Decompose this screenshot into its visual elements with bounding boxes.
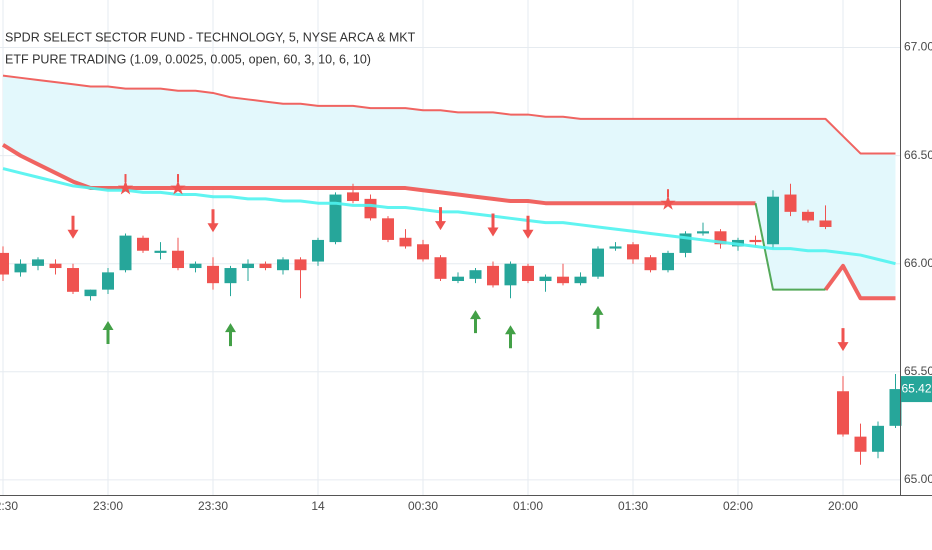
candle-body [172,250,184,269]
y-tick-label: 67.00 [904,40,932,54]
indicator-line [754,202,826,291]
y-tick-label: 65.50 [904,364,932,378]
sell-arrow [837,328,849,352]
indicator-line [2,167,896,266]
candle-body [14,263,27,273]
x-tick-label: 02:00 [723,499,753,513]
x-tick-label: 23:00 [93,499,123,513]
y-tick-label: 65.00 [904,472,932,486]
candle-body [452,276,464,282]
candle-body [277,259,289,271]
candle-body [102,272,114,290]
candle-body [364,198,377,219]
candle-body [224,268,237,284]
candle-body [382,218,394,240]
buy-arrow [225,323,236,347]
sell-star [170,180,186,195]
candle-body [207,265,219,284]
sell-star [660,195,676,210]
candle-body [767,196,779,245]
candle-body [189,263,202,269]
y-tick-label: 66.50 [904,148,932,162]
candle-body [644,257,657,271]
candle-body [67,268,79,292]
sell-arrow [522,215,534,239]
chart-title: SPDR SELECT SECTOR FUND - TECHNOLOGY, 5,… [5,30,416,44]
candle-body [837,391,849,435]
candle-body [487,265,499,286]
candle-body [872,425,884,452]
candle-body [854,436,867,452]
indicator-line [2,74,896,155]
candle-body [504,263,517,286]
candle-body [329,194,342,243]
candle-body [784,194,797,212]
candle-body [312,239,324,262]
candle-body [819,220,832,227]
indicator-line [823,263,896,301]
candle-body [522,265,534,282]
x-tick-label: 23:30 [198,499,228,513]
candle-body [557,276,569,284]
plot-area [0,0,902,495]
candle-body [259,263,272,269]
buy-arrow [505,325,516,349]
x-tick-label: 00:30 [408,499,438,513]
y-tick-label: 66.00 [904,256,932,270]
candle-body [592,248,604,277]
sell-arrow [67,215,79,239]
candle-body [399,237,412,247]
x-tick-label: 14 [311,499,325,513]
candle-body [137,237,149,251]
sell-star [117,180,134,195]
candle-body [417,244,429,260]
x-tick-label: 01:00 [513,499,543,513]
candle-body [749,239,762,243]
candle-body [294,259,307,271]
candle-body [802,211,814,221]
last-price-box [901,376,932,403]
candle-body [539,276,552,282]
sell-arrow [487,213,499,237]
candle-body [0,252,9,275]
candle-body [662,252,674,271]
candle-body [627,244,639,260]
candle-body [574,276,587,284]
candle-body [242,263,254,269]
x-tick-label: 01:30 [618,499,648,513]
candle-body [119,235,132,271]
candle-body [609,246,622,249]
candle-body [434,257,447,279]
candle-body [697,231,709,234]
last-price-label: 65.42 [901,381,931,395]
candle-body [84,289,97,297]
x-tick-label: 20:00 [828,499,858,513]
buy-arrow [470,310,481,334]
candle-body [49,263,62,269]
band-fill [3,75,896,299]
candle-body [154,250,167,253]
candle-body [347,192,359,202]
candle-body [889,389,902,426]
candle-body [32,259,44,266]
buy-arrow [592,305,604,329]
candle-body [469,270,482,279]
x-tick-label: 22:30 [0,499,18,513]
sell-arrow [435,207,446,231]
indicator-title: ETF PURE TRADING (1.09, 0.0025, 0.005, o… [5,52,371,66]
buy-arrow [102,320,114,344]
sell-arrow [207,209,219,233]
